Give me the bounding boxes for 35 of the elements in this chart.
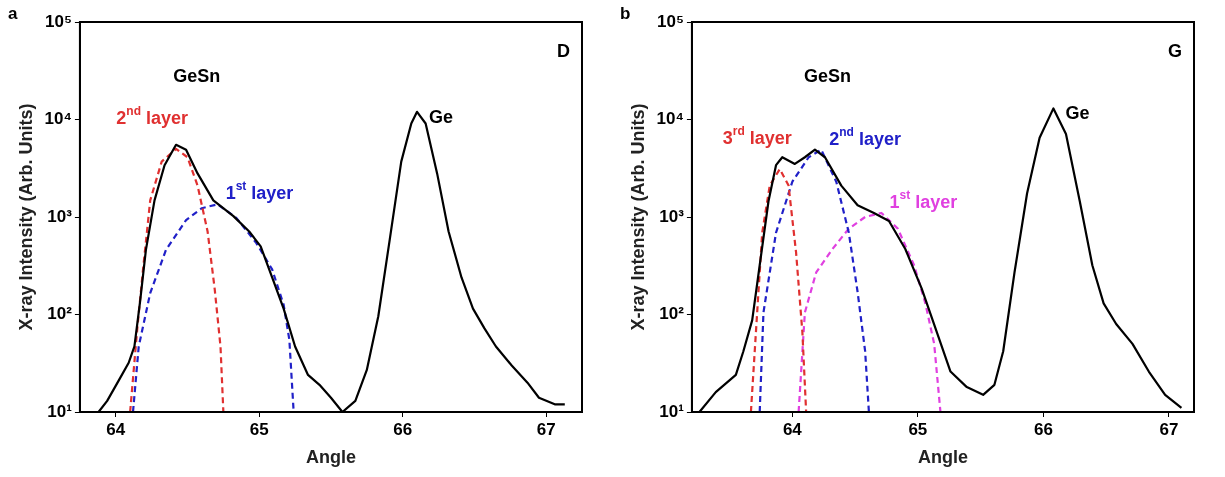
x-tick-label: 67 bbox=[536, 419, 556, 439]
x-axis-title: Angle bbox=[917, 447, 968, 468]
x-tick-label: 67 bbox=[1159, 419, 1179, 439]
x-tick-label: 64 bbox=[106, 419, 126, 439]
annotation: GeSn bbox=[173, 65, 221, 86]
text: a bbox=[8, 3, 18, 23]
annotation: GeSn bbox=[803, 65, 851, 86]
annotation: Ge bbox=[1065, 103, 1090, 124]
x-tick-label: 65 bbox=[249, 419, 269, 439]
annotation: Ge bbox=[429, 106, 454, 127]
y-tick-label: 10⁵ bbox=[657, 11, 684, 31]
line-series bbox=[797, 211, 942, 412]
y-tick-label: 10¹ bbox=[659, 401, 685, 421]
y-tick-label: 10¹ bbox=[47, 401, 73, 421]
line-series bbox=[131, 203, 295, 412]
y-axis-title: X-ray Intensity (Arb. Units) bbox=[15, 103, 36, 331]
line-series bbox=[758, 148, 870, 412]
line-series bbox=[129, 147, 225, 412]
x-tick-label: 66 bbox=[393, 419, 413, 439]
y-tick-label: 10⁵ bbox=[45, 11, 72, 31]
y-tick-label: 10² bbox=[47, 304, 73, 324]
x-tick-label: 65 bbox=[908, 419, 928, 439]
y-tick-label: 10³ bbox=[47, 206, 73, 226]
y-tick-label: 10³ bbox=[659, 206, 685, 226]
line-series bbox=[749, 167, 808, 412]
y-tick-label: 10² bbox=[659, 304, 685, 324]
text: b bbox=[620, 3, 631, 23]
y-axis-title: X-ray Intensity (Arb. Units) bbox=[627, 103, 648, 331]
x-tick-label: 64 bbox=[782, 419, 803, 439]
y-tick-label: 10⁴ bbox=[44, 109, 72, 129]
annotation: D bbox=[557, 40, 570, 61]
x-axis-title: Angle bbox=[305, 447, 356, 468]
x-tick-label: 66 bbox=[1033, 419, 1053, 439]
y-tick-label: 10⁴ bbox=[656, 109, 684, 129]
annotation: G bbox=[1168, 40, 1183, 61]
